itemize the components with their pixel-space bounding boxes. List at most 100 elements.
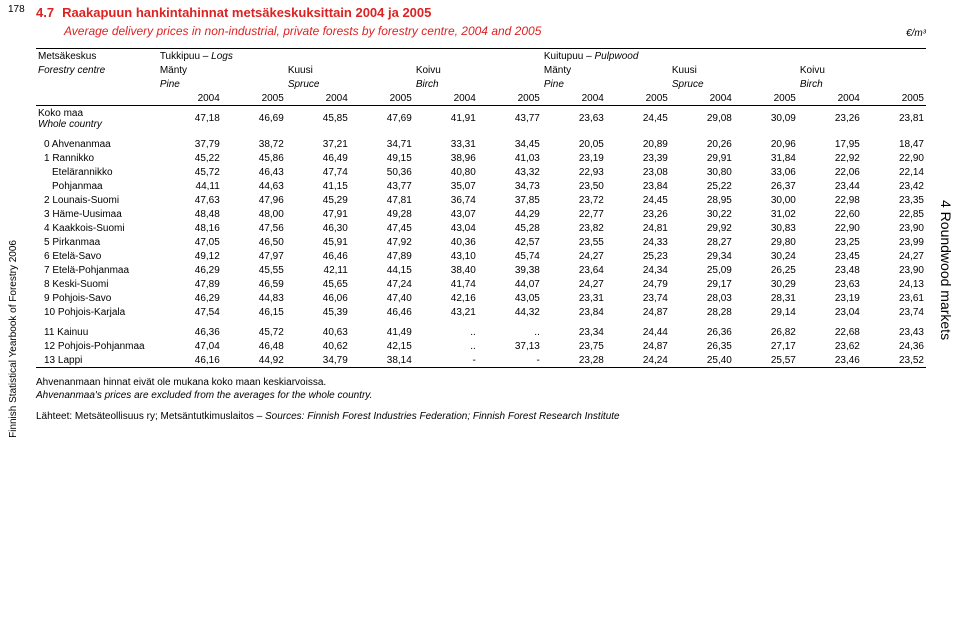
cell: 47,56 [222,221,286,235]
cell: 45,22 [158,151,222,165]
table-row: 10 Pohjois-Karjala47,5446,1545,3946,4643… [36,305,926,319]
cell: 49,12 [158,249,222,263]
cell: 22,68 [798,325,862,339]
cell: 29,34 [670,249,734,263]
table-body: Koko maaWhole country47,1846,6945,8547,6… [36,106,926,368]
cell: 23,75 [542,339,606,353]
cell: 45,72 [222,325,286,339]
cell: 36,74 [414,193,478,207]
cell: 28,03 [670,291,734,305]
cell: 24,45 [606,193,670,207]
row-label: 5 Pirkanmaa [36,235,158,249]
cell: 17,95 [798,137,862,151]
cell: 23,63 [798,277,862,291]
cell: 45,72 [158,165,222,179]
table-row: 3 Häme-Uusimaa48,4848,0047,9149,2843,074… [36,207,926,221]
hdr-logs: Tukkipuu – Logs [158,49,542,64]
cell: 23,90 [862,221,926,235]
cell: 46,29 [158,291,222,305]
cell: 45,85 [286,106,350,132]
cell: 43,77 [350,179,414,193]
cell: 22,85 [862,207,926,221]
cell: 47,91 [286,207,350,221]
cell: 25,40 [670,353,734,368]
cell: 22,90 [862,151,926,165]
row-label: Koko maaWhole country [36,106,158,132]
cell: 47,18 [158,106,222,132]
hdr-kuusi-2: Kuusi [670,63,798,77]
cell: 40,36 [414,235,478,249]
cell: 23,81 [862,106,926,132]
cell: 49,28 [350,207,414,221]
cell: 23,72 [542,193,606,207]
row-label: 6 Etelä-Savo [36,249,158,263]
cell: 44,92 [222,353,286,368]
page-number: 178 [8,4,25,15]
cell: 23,82 [542,221,606,235]
cell: 33,06 [734,165,798,179]
row-label: Etelärannikko [36,165,158,179]
cell: 30,09 [734,106,798,132]
cell: 47,63 [158,193,222,207]
table-row: 5 Pirkanmaa47,0546,5045,9147,9240,3642,5… [36,235,926,249]
table-row: 4 Kaakkois-Suomi48,1647,5646,3047,4543,0… [36,221,926,235]
data-table: Metsäkeskus Tukkipuu – Logs Kuitupuu – P… [36,48,926,368]
cell: 37,13 [478,339,542,353]
cell: 46,59 [222,277,286,291]
cell: 26,35 [670,339,734,353]
cell: 47,96 [222,193,286,207]
row-label: 7 Etelä-Pohjanmaa [36,263,158,277]
cell: 44,11 [158,179,222,193]
hdr-y: 2005 [222,91,286,106]
cell: 41,03 [478,151,542,165]
cell: 27,17 [734,339,798,353]
cell: 30,00 [734,193,798,207]
row-label: 10 Pohjois-Karjala [36,305,158,319]
cell: 20,89 [606,137,670,151]
cell: 47,69 [350,106,414,132]
cell: 34,73 [478,179,542,193]
cell: - [414,353,478,368]
cell: 46,49 [286,151,350,165]
cell: 26,36 [670,325,734,339]
hdr-metsa: Metsäkeskus [36,49,158,64]
table-row: 0 Ahvenanmaa37,7938,7237,2134,7133,3134,… [36,137,926,151]
cell: 43,05 [478,291,542,305]
cell: 23,84 [606,179,670,193]
hdr-pine-2: Pine [542,77,670,91]
cell: 40,80 [414,165,478,179]
cell: 46,69 [222,106,286,132]
cell: 29,91 [670,151,734,165]
cell: 29,92 [670,221,734,235]
cell: 41,74 [414,277,478,291]
row-label: 13 Lappi [36,353,158,368]
row-label: 4 Kaakkois-Suomi [36,221,158,235]
cell: 34,45 [478,137,542,151]
cell: 40,63 [286,325,350,339]
cell: 45,29 [286,193,350,207]
row-label: 12 Pohjois-Pohjanmaa [36,339,158,353]
cell: 46,36 [158,325,222,339]
cell: 23,61 [862,291,926,305]
table-row: Etelärannikko45,7246,4347,7450,3640,8043… [36,165,926,179]
hdr-forestry: Forestry centre [36,63,158,77]
cell: 18,47 [862,137,926,151]
hdr-y: 2004 [798,91,862,106]
cell: 24,13 [862,277,926,291]
cell: 23,90 [862,263,926,277]
note-en: Ahvenanmaa's prices are excluded from th… [36,389,926,402]
cell: 23,52 [862,353,926,368]
table-row: 6 Etelä-Savo49,1247,9746,4647,8943,1045,… [36,249,926,263]
row-label: 8 Keski-Suomi [36,277,158,291]
cell: 24,36 [862,339,926,353]
cell: 46,15 [222,305,286,319]
cell: 24,34 [606,263,670,277]
cell: .. [414,339,478,353]
cell: 22,90 [798,221,862,235]
hdr-pulp: Kuitupuu – Pulpwood [542,49,926,64]
cell: 42,16 [414,291,478,305]
cell: 45,74 [478,249,542,263]
cell: 30,80 [670,165,734,179]
cell: 38,72 [222,137,286,151]
cell: 46,48 [222,339,286,353]
